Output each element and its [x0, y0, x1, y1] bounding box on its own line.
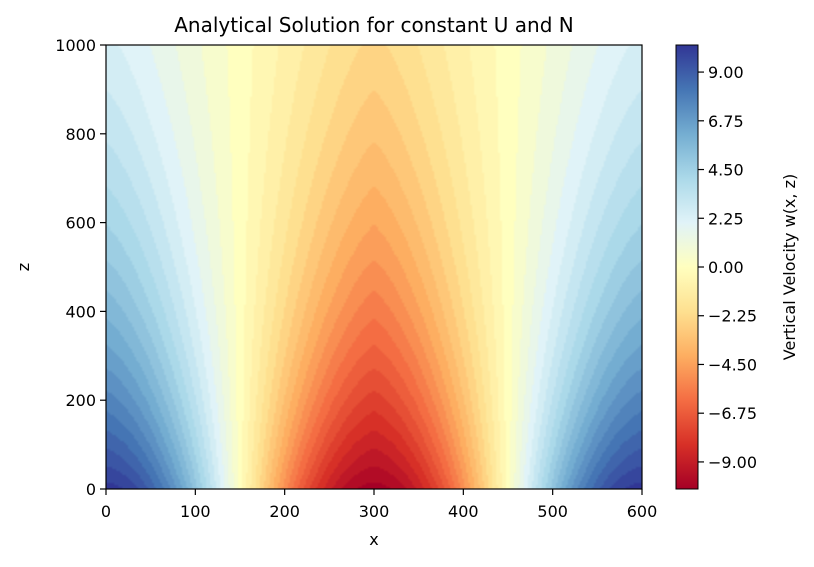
y-axis-ticks: 0 200 400 600 800 1000 [55, 36, 106, 499]
x-tick-label: 100 [180, 502, 211, 521]
y-tick-label: 1000 [55, 36, 96, 55]
chart-title: Analytical Solution for constant U and N [174, 13, 574, 37]
x-tick-label: 400 [448, 502, 479, 521]
colorbar-tick-label: −2.25 [708, 307, 757, 326]
colorbar-tick-label: −6.75 [708, 404, 757, 423]
x-tick-label: 500 [537, 502, 568, 521]
colorbar-label: Vertical Velocity w(x, z) [780, 174, 799, 360]
x-axis-label: x [369, 530, 378, 549]
colorbar-tick-label: 6.75 [708, 112, 744, 131]
x-tick-label: 300 [359, 502, 390, 521]
colorbar-tick-label: 0.00 [708, 258, 744, 277]
x-axis-ticks: 0 100 200 300 400 500 600 [101, 489, 657, 521]
x-tick-label: 0 [101, 502, 111, 521]
colorbar: −9.00 −6.75 −4.50 −2.25 0.00 2.25 4.50 6.75 9.00… [675, 44, 799, 490]
colorbar-tick-label: 2.25 [708, 209, 744, 228]
colorbar-tick-label: 4.50 [708, 161, 744, 180]
x-tick-label: 600 [627, 502, 658, 521]
colorbar-tick-label: −4.50 [708, 355, 757, 374]
y-tick-label: 0 [86, 480, 96, 499]
colorbar-ticks: −9.00 −6.75 −4.50 −2.25 0.00 2.25 4.50 6.75 9.00 [698, 63, 757, 472]
y-tick-label: 600 [65, 214, 96, 233]
contour-field [106, 45, 642, 489]
y-tick-label: 800 [65, 125, 96, 144]
plot-area [105, 44, 643, 490]
y-tick-label: 200 [65, 391, 96, 410]
y-tick-label: 400 [65, 302, 96, 321]
y-axis-label: z [14, 263, 33, 271]
x-tick-label: 200 [269, 502, 300, 521]
colorbar-gradient [675, 44, 699, 490]
colorbar-tick-label: 9.00 [708, 63, 744, 82]
colorbar-tick-label: −9.00 [708, 453, 757, 472]
